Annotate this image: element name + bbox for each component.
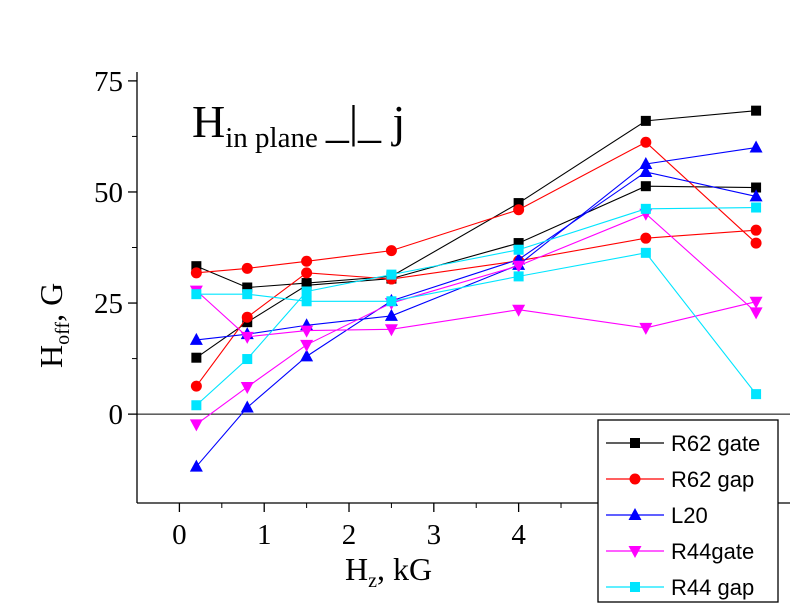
annotation-main: H (192, 96, 225, 147)
data-point (385, 245, 397, 257)
y-tick-label: 75 (94, 66, 123, 98)
x-axis-label-main: H (345, 551, 368, 587)
data-point (242, 289, 253, 300)
data-point (640, 203, 651, 214)
data-point (301, 286, 312, 297)
x-tick-label: 0 (172, 519, 187, 551)
y-axis-label-subscript: off (52, 322, 74, 345)
data-point (241, 262, 253, 274)
data-point (301, 255, 313, 267)
legend-marker (628, 546, 642, 558)
data-point (751, 202, 762, 213)
data-point (240, 382, 254, 395)
data-point (191, 400, 202, 411)
annotation-subscript: in plane (225, 122, 318, 154)
y-axis-label: Hoff, G (33, 283, 74, 368)
legend-item: R44gate (606, 539, 754, 564)
data-point (512, 260, 526, 273)
legend-marker (629, 473, 641, 485)
data-point (190, 380, 202, 392)
data-point (512, 304, 526, 317)
y-tick-label: 25 (94, 288, 123, 320)
legend-item: L20 (606, 503, 708, 528)
data-point (749, 189, 763, 202)
x-tick-label: 3 (427, 519, 442, 551)
x-tick-label: 2 (342, 519, 357, 551)
data-point (189, 332, 203, 345)
data-point (191, 261, 202, 272)
data-point (386, 269, 397, 280)
data-point (191, 352, 202, 363)
data-point (189, 419, 203, 432)
data-point (301, 280, 312, 291)
legend-item: R62 gap (606, 467, 754, 492)
data-point (750, 224, 762, 236)
data-point (242, 354, 253, 365)
data-point (301, 296, 312, 307)
data-point (640, 232, 652, 244)
y-ticks: 0 25 50 75 (94, 66, 137, 431)
x-tick-label: 4 (511, 519, 526, 551)
legend-item: R62 gate (606, 431, 760, 456)
annotation-suffix: _|_ j (325, 96, 406, 147)
legend-label: L20 (671, 503, 708, 528)
data-point (240, 400, 254, 413)
legend-label: R44 gap (671, 575, 754, 600)
data-point (240, 331, 254, 344)
data-point (749, 140, 763, 153)
data-point (189, 459, 203, 472)
data-point (300, 339, 314, 352)
data-point (384, 324, 398, 337)
y-axis-label-main: H (33, 345, 69, 368)
data-point (751, 389, 762, 400)
legend-marker (628, 508, 642, 520)
legend-marker (630, 582, 640, 592)
data-point (640, 136, 652, 148)
data-point (301, 267, 313, 279)
data-point (751, 182, 762, 193)
data-point (639, 156, 653, 169)
series-layer (189, 105, 763, 472)
x-axis-label-subscript: z (368, 570, 377, 592)
legend-label: R44gate (671, 539, 754, 564)
legend-marker (630, 438, 640, 448)
data-point (386, 296, 397, 307)
plot-annotation: Hin plane _|_ j (192, 96, 405, 154)
data-point (384, 308, 398, 321)
data-point (750, 237, 762, 249)
data-point (241, 311, 253, 323)
data-point (513, 271, 524, 282)
data-point (749, 296, 763, 309)
data-point (640, 181, 651, 192)
data-point (513, 198, 524, 209)
x-tick-label: 1 (257, 519, 272, 551)
legend-item: R44 gap (606, 575, 754, 600)
series-r44-gap (191, 202, 762, 411)
data-point (639, 164, 653, 177)
data-point (640, 115, 651, 126)
x-axis-label-suffix: , kG (377, 551, 432, 587)
data-point (513, 238, 524, 249)
data-point (749, 307, 763, 320)
data-point (190, 267, 202, 279)
data-point (513, 204, 525, 216)
data-point (300, 325, 314, 338)
legend-box (597, 419, 779, 603)
data-point (191, 289, 202, 300)
data-point (639, 322, 653, 335)
x-axis-label: Hz, kG (345, 551, 432, 592)
data-point (513, 244, 524, 255)
y-tick-label: 0 (109, 399, 124, 431)
legend-label: R62 gap (671, 467, 754, 492)
y-tick-label: 50 (94, 177, 123, 209)
legend-label: R62 gate (671, 431, 760, 456)
legend: R62 gate R62 gap L20 R44gate R44 gap (597, 419, 779, 603)
y-axis-label-suffix: , G (33, 283, 69, 322)
data-point (300, 349, 314, 362)
data-point (751, 105, 762, 116)
data-point (242, 282, 253, 293)
data-point (640, 247, 651, 258)
